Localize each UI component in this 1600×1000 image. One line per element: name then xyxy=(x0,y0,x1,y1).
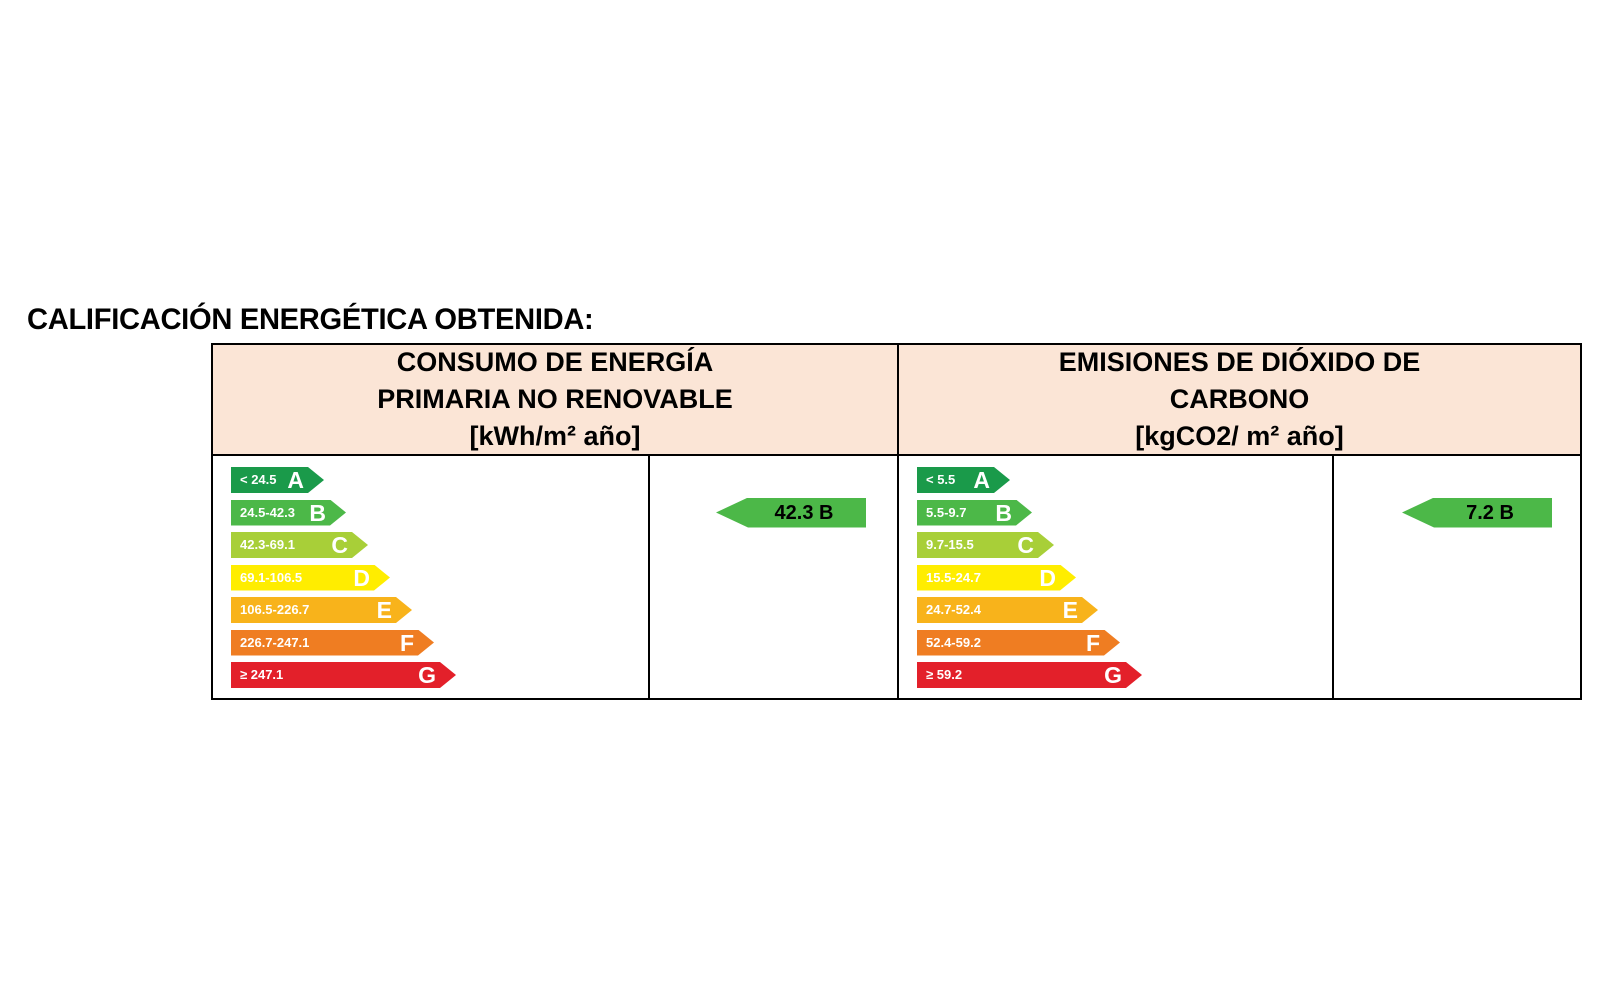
consumo-header-line: PRIMARIA NO RENOVABLE xyxy=(377,384,733,414)
consumo-band-letter: F xyxy=(399,629,414,656)
emisiones-band-letter: G xyxy=(1104,662,1122,688)
emisiones-band-letter: F xyxy=(1085,629,1100,656)
page-title: CALIFICACIÓN ENERGÉTICA OBTENIDA: xyxy=(27,303,594,336)
emisiones-column-divider xyxy=(1332,456,1334,698)
consumo-band-range: ≥ 247.1 xyxy=(240,667,284,682)
emisiones-header-unit: [kgCO2/ m² año] xyxy=(1135,421,1344,451)
consumo-band-letter: D xyxy=(353,564,370,591)
emisiones-band-c: 9.7-15.5 C xyxy=(917,532,1054,558)
consumo-band-range: 69.1-106.5 xyxy=(240,569,303,585)
emisiones-result-arrow: 7.2 B xyxy=(1402,497,1552,528)
consumo-band-letter: E xyxy=(376,597,392,623)
emisiones-header-line: CARBONO xyxy=(1169,384,1310,414)
section-divider xyxy=(897,456,899,698)
consumo-band-range: 24.5-42.3 xyxy=(240,504,295,520)
consumo-band-range: 226.7-247.1 xyxy=(240,634,310,650)
emisiones-band-range: < 5.5 xyxy=(926,472,956,487)
consumo-header: CONSUMO DE ENERGÍA PRIMARIA NO RENOVABLE… xyxy=(213,345,899,456)
emisiones-header: EMISIONES DE DIÓXIDO DE CARBONO [kgCO2/ … xyxy=(899,345,1580,456)
consumo-band-f: 226.7-247.1 F xyxy=(231,630,434,656)
emisiones-band-a: < 5.5 A xyxy=(917,467,1010,493)
emisiones-band-range: 5.5-9.7 xyxy=(926,504,967,520)
consumo-band-letter: C xyxy=(331,532,348,558)
emisiones-band-letter: E xyxy=(1062,597,1078,623)
emisiones-band-range: 52.4-59.2 xyxy=(926,634,981,650)
consumo-band-letter: G xyxy=(418,662,436,688)
energy-rating-table: CONSUMO DE ENERGÍA PRIMARIA NO RENOVABLE… xyxy=(211,343,1582,700)
consumo-band-d: 69.1-106.5 D xyxy=(231,565,390,591)
consumo-header-unit: [kWh/m² año] xyxy=(469,421,641,451)
consumo-band-letter: B xyxy=(309,499,326,526)
emisiones-band-g: ≥ 59.2 G xyxy=(917,662,1142,688)
consumo-band-range: 106.5-226.7 xyxy=(240,602,310,617)
emisiones-band-e: 24.7-52.4 E xyxy=(917,597,1098,623)
consumo-band-g: ≥ 247.1 G xyxy=(231,662,456,688)
emisiones-header-line: EMISIONES DE DIÓXIDO DE xyxy=(1058,347,1421,377)
emisiones-band-f: 52.4-59.2 F xyxy=(917,630,1120,656)
emisiones-band-b: 5.5-9.7 B xyxy=(917,500,1032,526)
consumo-band-range: 42.3-69.1 xyxy=(240,537,295,552)
consumo-band-letter: A xyxy=(287,467,304,493)
consumo-header-line: CONSUMO DE ENERGÍA xyxy=(396,347,714,377)
consumo-band-c: 42.3-69.1 C xyxy=(231,532,368,558)
consumo-band-e: 106.5-226.7 E xyxy=(231,597,412,623)
consumo-band-b: 24.5-42.3 B xyxy=(231,500,346,526)
emisiones-band-letter: C xyxy=(1017,532,1034,558)
consumo-band-a: < 24.5 A xyxy=(231,467,324,493)
emisiones-band-d: 15.5-24.7 D xyxy=(917,565,1076,591)
consumo-result-arrow: 42.3 B xyxy=(716,497,866,528)
emisiones-band-range: 9.7-15.5 xyxy=(926,537,974,552)
emisiones-band-range: 24.7-52.4 xyxy=(926,602,981,617)
consumo-column-divider xyxy=(648,456,650,698)
emisiones-band-letter: D xyxy=(1039,564,1056,591)
consumo-band-range: < 24.5 xyxy=(240,472,277,487)
emisiones-band-range: ≥ 59.2 xyxy=(926,667,963,682)
emisiones-band-range: 15.5-24.7 xyxy=(926,569,981,585)
emisiones-band-letter: A xyxy=(973,467,990,493)
emisiones-band-letter: B xyxy=(995,499,1012,526)
